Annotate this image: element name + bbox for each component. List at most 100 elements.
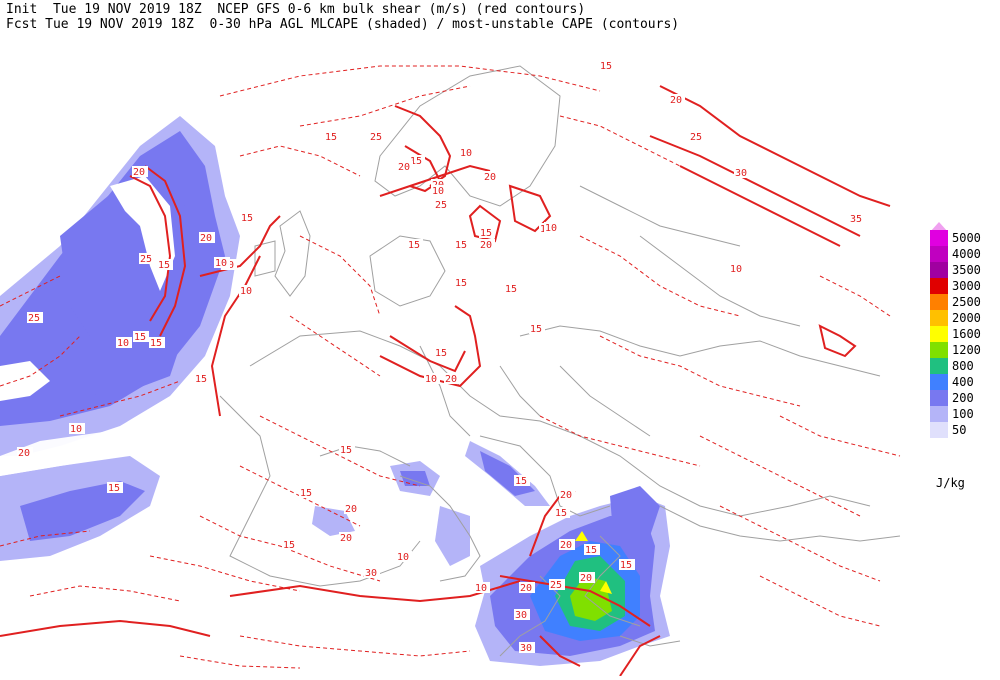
contour-label-bg: [479, 239, 495, 250]
header-line-1: Init Tue 19 NOV 2019 18Z NCEP GFS 0-6 km…: [6, 2, 586, 17]
legend-label: 100: [952, 407, 974, 421]
contour-label-bg: [240, 212, 256, 223]
contour-label: 15: [108, 483, 120, 494]
contour-label: 10: [240, 286, 252, 297]
legend-swatch: [930, 374, 948, 390]
contour-label: 15: [340, 445, 352, 456]
contour-label: 15: [530, 324, 542, 335]
contour-label-bg: [599, 60, 615, 71]
legend-label: 2000: [952, 311, 981, 325]
legend-item: 400: [928, 374, 998, 390]
contour-label-bg: [116, 337, 132, 348]
contour-label-bg: [669, 94, 685, 105]
legend-label: 800: [952, 359, 974, 373]
contour-label-bg: [407, 239, 423, 250]
contour-label-bg: [504, 283, 520, 294]
legend-label: 4000: [952, 247, 981, 261]
contour-label-bg: [444, 373, 460, 384]
legend-item: 100: [928, 406, 998, 422]
contour-label: 20: [18, 448, 30, 459]
contour-label: 25: [370, 132, 382, 143]
contour-label-bg: [239, 285, 255, 296]
legend-swatch: [930, 310, 948, 326]
contour-label: 10: [460, 148, 472, 159]
contour-label-bg: [559, 489, 575, 500]
contour-label-bg: [519, 582, 535, 593]
legend-item: 1200: [928, 342, 998, 358]
contour-label-bg: [69, 423, 85, 434]
legend-item: 1600: [928, 326, 998, 342]
header-line-2: Fcst Tue 19 NOV 2019 18Z 0-30 hPa AGL ML…: [6, 17, 680, 32]
contour-label-bg: [434, 199, 450, 210]
contour-label: 25: [140, 254, 152, 265]
contour-label-bg: [454, 239, 470, 250]
legend-item: 2500: [928, 294, 998, 310]
contour-label-bg: [483, 171, 499, 182]
contour-label: 20: [580, 573, 592, 584]
contour-label-bg: [554, 507, 570, 518]
legend-swatch: [930, 342, 948, 358]
contour-label-bg: [734, 167, 750, 178]
contour-label: 10: [475, 583, 487, 594]
contour-label-bg: [299, 487, 315, 498]
contour-label-bg: [133, 331, 149, 342]
coastlines: [219, 65, 901, 657]
contour-label-bg: [529, 323, 545, 334]
contour-label: 15: [455, 278, 467, 289]
contour-label-bg: [157, 259, 173, 270]
contour-label: 10: [730, 264, 742, 275]
legend-swatch: [930, 390, 948, 406]
contour-label-bg: [396, 551, 412, 562]
contour-label-bg: [559, 539, 575, 550]
legend-swatch: [930, 422, 948, 438]
map-domain: [0, 44, 910, 668]
contour-label: 20: [560, 490, 572, 501]
contour-label-bg: [514, 609, 530, 620]
legend-swatch: [930, 278, 948, 294]
contour-label: 15: [241, 213, 253, 224]
contour-label: 10: [215, 258, 227, 269]
legend-swatch: [930, 246, 948, 262]
contour-label-bg: [459, 147, 475, 158]
contour-label: 30: [365, 568, 377, 579]
contour-label-bg: [514, 475, 530, 486]
contour-label: 15: [325, 132, 337, 143]
legend-item: 3000: [928, 278, 998, 294]
contour-label: 15: [150, 338, 162, 349]
contour-label: 15: [134, 332, 146, 343]
legend-item: 800: [928, 358, 998, 374]
contour-label-bg: [544, 222, 560, 233]
legend-label: 400: [952, 375, 974, 389]
legend-label: 3500: [952, 263, 981, 277]
contour-label: 20: [670, 95, 682, 106]
cape-shading-mediterranean: [312, 441, 670, 666]
contour-label: 15: [620, 560, 632, 571]
contour-label: 35: [850, 214, 862, 225]
contour-labels: 20 15 10 15 15 20 10 15 25 10 15 25 15 25 15 20 10 20 10 15…: [17, 60, 865, 654]
contour-label: 15: [600, 61, 612, 72]
contour-label-bg: [584, 544, 600, 555]
contour-label-bg: [424, 373, 440, 384]
contour-label-bg: [479, 227, 495, 238]
contour-label: 20: [345, 504, 357, 515]
legend-label: 1600: [952, 327, 981, 341]
contour-label-bg: [579, 572, 595, 583]
contour-label-bg: [344, 503, 360, 514]
contour-label-bg: [431, 185, 447, 196]
contour-label-bg: [364, 567, 380, 578]
contour-label: 15: [480, 228, 492, 239]
contour-label: 10: [425, 374, 437, 385]
legend-item: 5000: [928, 230, 998, 246]
contour-label-bg: [369, 131, 385, 142]
contour-label: 15: [505, 284, 517, 295]
contour-label: 25: [550, 580, 562, 591]
contour-label: 15: [555, 508, 567, 519]
contour-label-bg: [132, 166, 148, 177]
contour-label-bg: [474, 582, 490, 593]
legend-item: 2000: [928, 310, 998, 326]
contour-label: 20: [560, 540, 572, 551]
legend-swatch: [930, 262, 948, 278]
contour-label-bg: [324, 131, 340, 142]
shear-contours-dashed: [0, 65, 901, 669]
contour-label: 15: [300, 488, 312, 499]
